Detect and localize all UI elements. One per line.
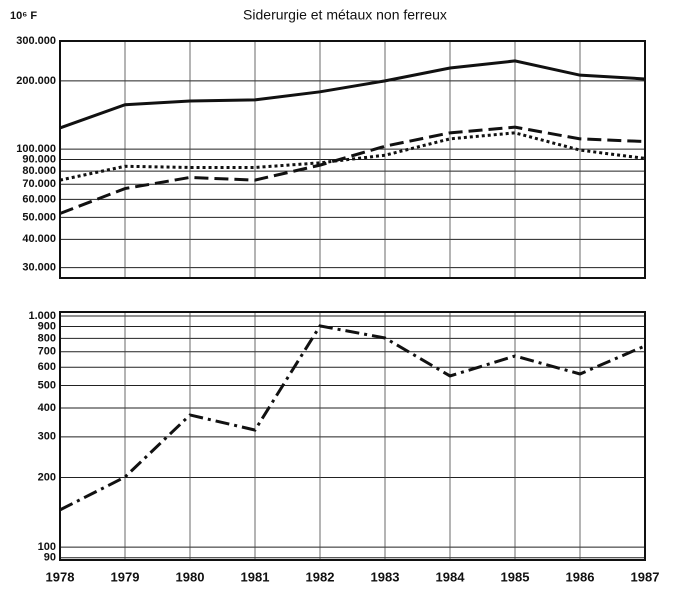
y-tick-label: 300 [38,431,56,443]
x-tick-label: 1986 [566,569,595,584]
y-tick-label: 500 [38,379,56,391]
data-line [59,131,646,182]
y-axis-label: 10⁶ F [10,10,37,22]
x-tick-label: 1981 [241,569,270,584]
x-tick-label: 1978 [46,569,75,584]
plot-frame [59,40,646,279]
y-tick-label: 50.000 [22,211,56,223]
y-tick-label: 300.000 [16,35,56,47]
y-tick-label: 600 [38,361,56,373]
y-tick-label: 100 [38,541,56,553]
x-tick-label: 1980 [176,569,205,584]
y-tick-label: 60.000 [22,193,56,205]
y-tick-label: 90 [44,552,56,564]
y-tick-label: 70.000 [22,178,56,190]
x-tick-label: 1984 [436,569,466,584]
y-tick-label: 100.000 [16,143,56,155]
y-tick-label: 200 [38,471,56,483]
x-tick-label: 1983 [371,569,400,584]
y-tick-label: 40.000 [22,233,56,245]
y-tick-label: 400 [38,402,56,414]
x-tick-label: 1987 [631,569,660,584]
x-tick-label: 1982 [306,569,335,584]
y-tick-label: 1.000 [28,310,56,322]
y-tick-label: 80.000 [22,165,56,177]
data-line [59,59,646,130]
x-tick-label: 1979 [111,569,140,584]
y-tick-label: 200.000 [16,75,56,87]
y-tick-label: 90.000 [22,153,56,165]
plot-frame [59,311,646,561]
y-tick-label: 30.000 [22,262,56,274]
chart-title: Siderurgie et métaux non ferreux [243,7,447,23]
y-tick-label: 800 [38,332,56,344]
data-line [59,324,646,512]
y-tick-label: 900 [38,320,56,332]
data-line [59,125,646,215]
x-tick-label: 1985 [501,569,530,584]
y-tick-label: 700 [38,346,56,358]
